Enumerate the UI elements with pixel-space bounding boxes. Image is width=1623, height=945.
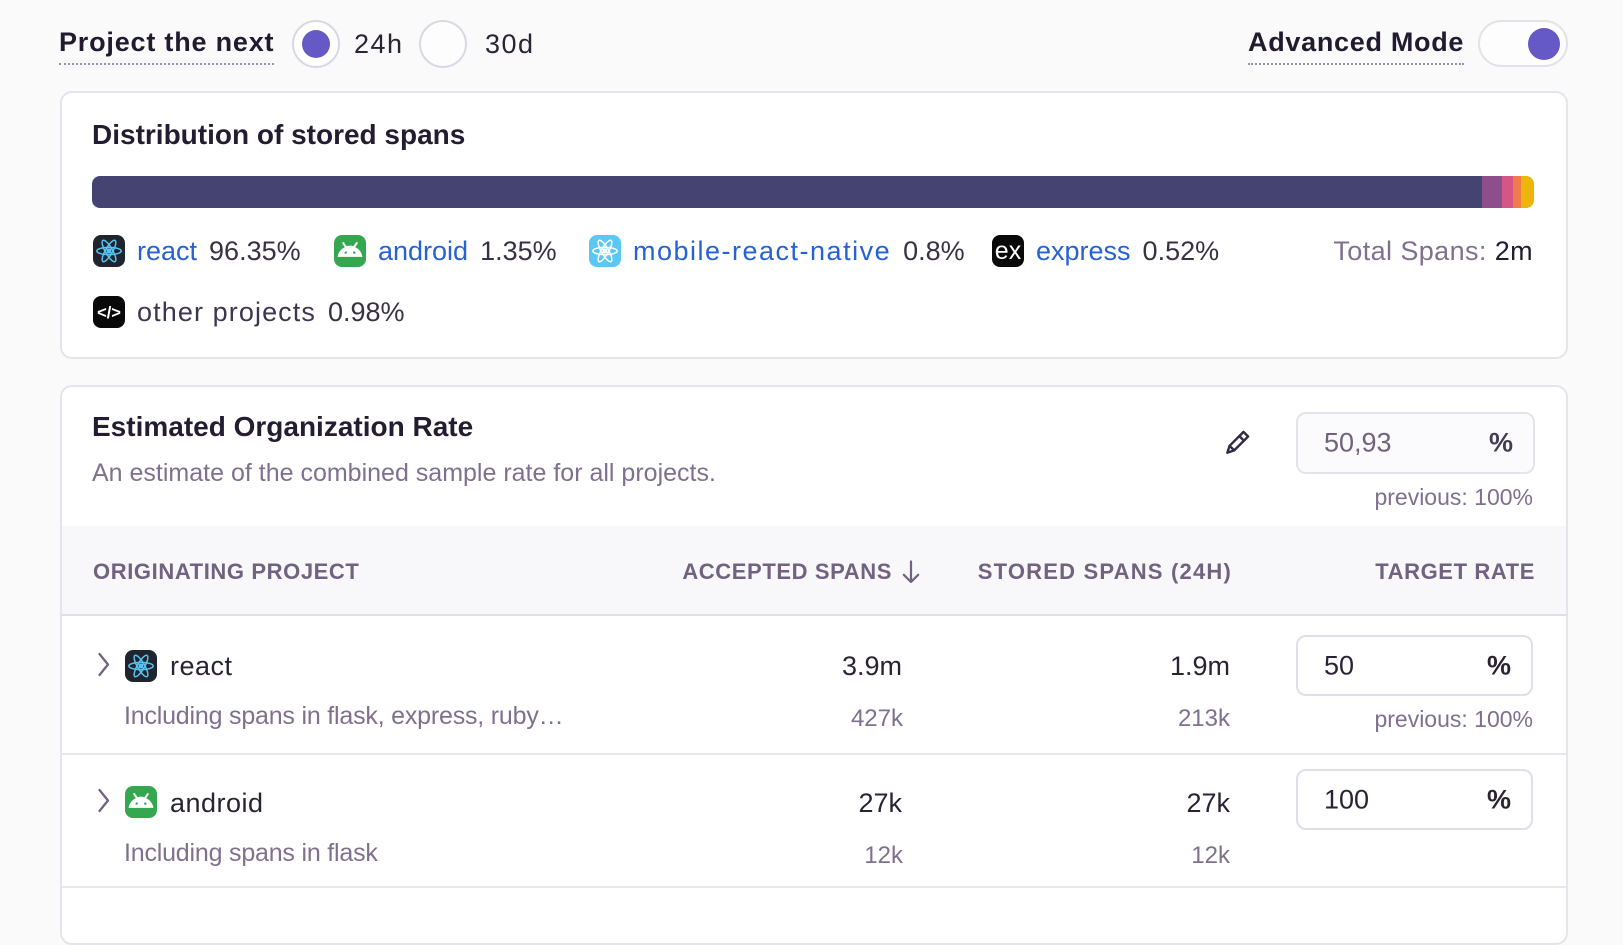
svg-text:</>: </>: [97, 304, 121, 322]
svg-text:ex: ex: [995, 237, 1022, 265]
